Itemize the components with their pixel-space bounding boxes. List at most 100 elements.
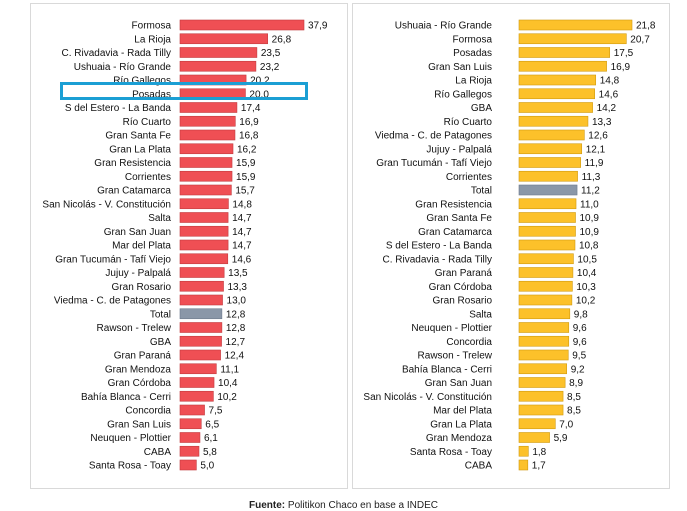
bar-gran-santa-fe (179, 129, 236, 141)
bar-gran-cordoba (179, 377, 215, 388)
value-label-viedma-c-de-patagones: 13,0 (227, 296, 247, 307)
bar-corrientes (179, 170, 233, 182)
category-label-s-del-estero-la-banda: S del Estero - La Banda (65, 103, 172, 114)
value-label-ushuaia-rio-grande: 23,2 (260, 62, 280, 73)
bar-s-del-estero-la-banda (179, 102, 238, 113)
bar-gran-parana (518, 267, 574, 278)
bar-salta (518, 308, 571, 320)
bar-la-rioja (179, 33, 268, 45)
value-label-s-del-estero-la-banda: 10,8 (579, 241, 599, 252)
value-label-gran-san-luis: 6,5 (205, 419, 219, 430)
value-label-concordia: 9,6 (573, 337, 587, 348)
value-label-gran-resistencia: 15,9 (236, 158, 256, 169)
value-label-corrientes: 15,9 (236, 172, 256, 183)
value-label-gran-santa-fe: 16,8 (239, 131, 259, 142)
bar-rio-gallegos (179, 74, 247, 86)
bar-gran-resistencia (179, 157, 233, 168)
bar-gran-cordoba (518, 280, 573, 292)
bar-corrientes (518, 170, 578, 182)
value-label-formosa: 20,7 (630, 34, 650, 45)
category-label-jujuy-palpala: Jujuy - Palpalá (426, 144, 492, 155)
category-label-corrientes: Corrientes (446, 172, 492, 183)
value-label-gran-resistencia: 11,0 (580, 199, 599, 210)
category-label-ushuaia-rio-grande: Ushuaia - Río Grande (395, 21, 493, 32)
category-label-la-rioja: La Rioja (455, 76, 492, 87)
bar-gran-rosario (179, 280, 224, 292)
value-label-gran-san-juan: 14,7 (232, 227, 252, 238)
bar-gran-rosario (518, 294, 573, 306)
category-label-total: Total (150, 309, 171, 320)
value-label-rio-gallegos: 20,2 (250, 76, 270, 87)
category-label-gran-tucuman-tafi-viejo: Gran Tucumán - Tafí Viejo (376, 158, 492, 169)
category-label-santa-rosa-toay: Santa Rosa - Toay (410, 447, 492, 458)
category-label-gran-cordoba: Gran Córdoba (429, 282, 493, 293)
value-label-rio-gallegos: 14,6 (599, 89, 619, 100)
value-label-santa-rosa-toay: 1,8 (532, 447, 546, 458)
bar-jujuy-palpala (518, 143, 583, 155)
category-label-gba: GBA (471, 103, 492, 114)
value-label-ushuaia-rio-grande: 21,8 (636, 21, 656, 32)
value-label-neuquen-plottier: 6,1 (204, 433, 218, 444)
category-label-gran-rosario: Gran Rosario (112, 282, 172, 293)
value-label-concordia: 7,5 (209, 406, 223, 417)
bar-ushuaia-rio-grande (518, 19, 633, 31)
bar-rio-cuarto (518, 115, 589, 127)
category-label-rio-cuarto: Río Cuarto (123, 117, 172, 128)
value-label-gran-la-plata: 16,2 (237, 144, 257, 155)
category-label-rawson-trelew: Rawson - Trelew (97, 323, 172, 334)
bar-ushuaia-rio-grande (179, 60, 257, 72)
bar-rio-cuarto (179, 115, 236, 127)
bar-concordia (518, 335, 570, 347)
value-label-gran-parana: 12,4 (225, 351, 245, 362)
category-label-san-nicolas-v-constitucion: San Nicolás - V. Constitución (42, 199, 171, 210)
bar-neuquen-plottier (518, 322, 570, 333)
bar-gran-catamarca (179, 184, 232, 196)
category-label-neuquen-plottier: Neuquen - Plottier (90, 433, 171, 444)
category-label-c-rivadavia-rada-tilly: C. Rivadavia - Rada Tilly (62, 48, 171, 59)
category-label-gran-san-luis: Gran San Luis (428, 62, 492, 73)
value-label-gran-tucuman-tafi-viejo: 11,9 (585, 158, 604, 169)
value-label-santa-rosa-toay: 5,0 (200, 461, 214, 472)
bar-gran-tucuman-tafi-viejo (518, 157, 581, 168)
bar-gran-mendoza (179, 363, 217, 375)
category-label-viedma-c-de-patagones: Viedma - C. de Patagones (375, 131, 492, 142)
bar-gran-parana (179, 349, 221, 361)
category-label-caba: CABA (465, 461, 493, 472)
bar-s-del-estero-la-banda (518, 239, 576, 251)
category-label-gran-parana: Gran Paraná (114, 351, 172, 362)
bar-gran-mendoza (518, 432, 550, 443)
value-label-gran-cordoba: 10,4 (218, 378, 238, 389)
bar-posadas (518, 47, 611, 58)
category-label-rio-gallegos: Río Gallegos (113, 76, 171, 87)
category-label-gran-san-juan: Gran San Juan (425, 378, 492, 389)
category-label-gran-la-plata: Gran La Plata (109, 144, 171, 155)
value-label-mar-del-plata: 14,7 (232, 241, 252, 252)
category-label-gran-santa-fe: Gran Santa Fe (105, 131, 171, 142)
bar-neuquen-plottier (179, 432, 201, 443)
category-label-concordia: Concordia (125, 406, 171, 417)
bar-viedma-c-de-patagones (518, 129, 585, 141)
category-label-gran-catamarca: Gran Catamarca (418, 227, 492, 238)
value-label-gran-santa-fe: 10,9 (580, 213, 600, 224)
value-label-c-rivadavia-rada-tilly: 10,5 (577, 254, 597, 265)
category-label-gran-resistencia: Gran Resistencia (94, 158, 171, 169)
category-label-salta: Salta (469, 309, 492, 320)
category-label-corrientes: Corrientes (125, 172, 171, 183)
value-label-total: 12,8 (226, 309, 246, 320)
value-label-gran-rosario: 10,2 (576, 296, 596, 307)
category-label-bahia-blanca-cerri: Bahía Blanca - Cerri (81, 392, 171, 403)
value-label-viedma-c-de-patagones: 12,6 (588, 131, 608, 142)
category-label-s-del-estero-la-banda: S del Estero - La Banda (386, 241, 493, 252)
category-label-posadas: Posadas (132, 89, 171, 100)
category-label-total: Total (471, 186, 492, 197)
value-label-total: 11,2 (581, 186, 600, 197)
bar-total (518, 184, 578, 196)
category-label-rio-cuarto: Río Cuarto (444, 117, 493, 128)
value-label-c-rivadavia-rada-tilly: 23,5 (261, 48, 281, 59)
value-label-gba: 12,7 (226, 337, 246, 348)
value-label-salta: 14,7 (232, 213, 252, 224)
value-label-bahia-blanca-cerri: 10,2 (217, 392, 237, 403)
